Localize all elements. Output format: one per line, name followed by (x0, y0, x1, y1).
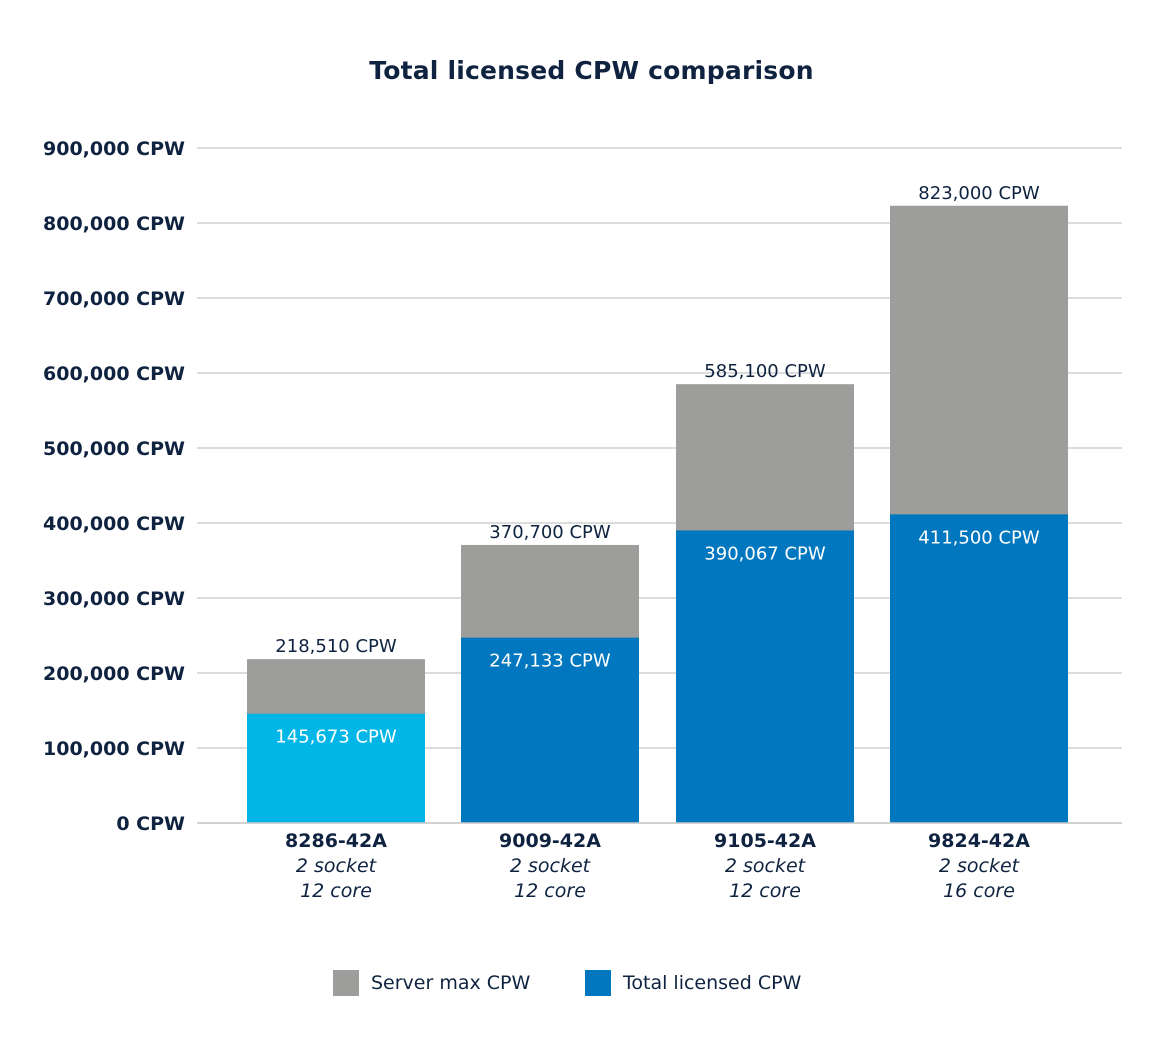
bar-total-licensed (890, 514, 1068, 823)
bar-total-licensed (461, 637, 639, 823)
y-tick-label: 500,000 CPW (43, 438, 185, 460)
legend-label: Server max CPW (371, 972, 531, 994)
y-tick-label: 400,000 CPW (43, 513, 185, 535)
bar-total-licensed (247, 713, 425, 823)
y-tick-label: 0 CPW (116, 813, 185, 835)
data-label-server-max: 585,100 CPW (704, 361, 826, 382)
y-tick-label: 200,000 CPW (43, 663, 185, 685)
x-tick-sublabel: 2 socket (939, 855, 1021, 877)
y-tick-label: 300,000 CPW (43, 588, 185, 610)
legend-label: Total licensed CPW (623, 972, 802, 994)
y-tick-label: 100,000 CPW (43, 738, 185, 760)
x-tick-sublabel: 12 core (300, 880, 372, 902)
data-label-total-licensed: 247,133 CPW (489, 651, 611, 672)
x-tick-sublabel: 2 socket (510, 855, 592, 877)
chart-title: Total licensed CPW comparison (369, 56, 814, 85)
data-label-total-licensed: 411,500 CPW (918, 527, 1040, 548)
legend-item-total-licensed: Total licensed CPW (585, 970, 801, 996)
y-tick-label: 900,000 CPW (43, 138, 185, 160)
data-label-total-licensed: 145,673 CPW (275, 727, 397, 748)
legend-swatch-server-max (333, 970, 359, 996)
legend-swatch-total-licensed (585, 970, 611, 996)
data-label-server-max: 823,000 CPW (918, 183, 1040, 204)
x-tick-sublabel: 2 socket (725, 855, 807, 877)
data-label-server-max: 218,510 CPW (275, 636, 397, 657)
legend-item-server-max: Server max CPW (333, 970, 530, 996)
x-tick-sublabel: 16 core (943, 880, 1015, 902)
x-tick-label: 9009-42A (499, 830, 601, 852)
x-tick-sublabel: 2 socket (296, 855, 378, 877)
y-tick-label: 800,000 CPW (43, 213, 185, 235)
x-tick-sublabel: 12 core (729, 880, 801, 902)
x-tick-label: 9105-42A (714, 830, 816, 852)
data-label-server-max: 370,700 CPW (489, 522, 611, 543)
y-tick-label: 700,000 CPW (43, 288, 185, 310)
bar-total-licensed (676, 530, 854, 823)
x-tick-label: 9824-42A (928, 830, 1030, 852)
data-label-total-licensed: 390,067 CPW (704, 543, 826, 564)
x-tick-sublabel: 12 core (514, 880, 586, 902)
y-tick-label: 600,000 CPW (43, 363, 185, 385)
x-tick-label: 8286-42A (285, 830, 387, 852)
